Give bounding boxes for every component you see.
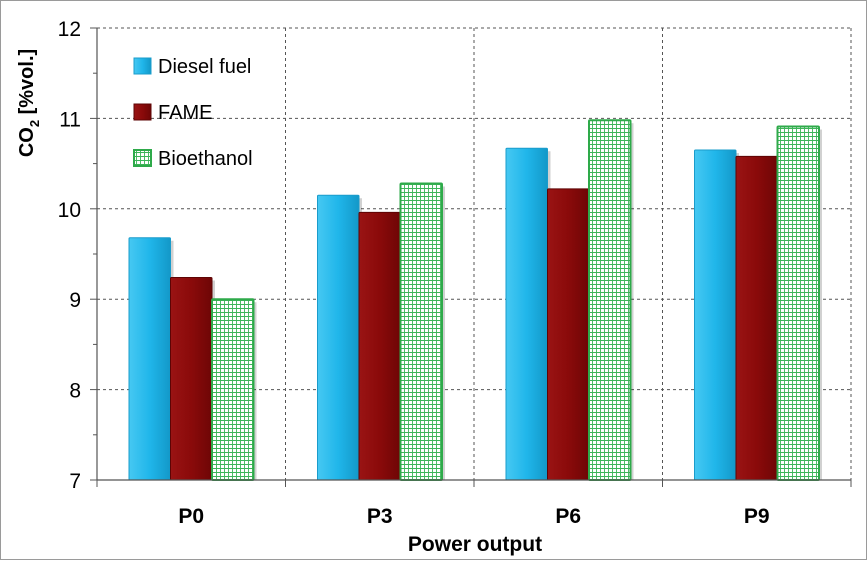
bar-diesel-fuel-p3 [317,194,360,481]
y-axis-title: CO2 [%vol.] [16,49,42,157]
legend-label: Bioethanol [158,148,253,170]
y-tick-label: 8 [69,380,81,403]
bar-bioethanol-p3 [399,182,443,481]
bar-fame-p3 [358,211,401,481]
x-tick-label: P3 [367,505,393,528]
y-axis-title-subscript: 2 [27,120,42,127]
y-tick-label: 7 [69,470,81,493]
legend: Diesel fuel FAME Bioethanol [133,56,253,170]
bar-bioethanol-p9 [776,125,820,481]
bar-fame-p6 [547,188,590,481]
y-tick-label: 10 [58,199,81,222]
legend-label: FAME [158,102,212,124]
y-tick-label: 11 [59,108,81,131]
x-axis-title: Power output [408,533,542,556]
bar-fame-p9 [735,155,778,481]
bar-bioethanol-p0 [211,298,255,482]
bar-bioethanol-p6 [588,119,632,481]
legend-label: Diesel fuel [158,56,251,78]
y-axis-title-main: CO [16,127,38,157]
x-tick-label: P9 [744,505,770,528]
x-tick-label: P6 [555,505,581,528]
axes [90,27,852,487]
y-axis-title-rest: [%vol.] [16,49,38,120]
bar-fame-p0 [170,277,213,481]
legend-swatch [133,57,152,75]
legend-swatch [133,149,152,167]
bar-diesel-fuel-p0 [128,237,171,481]
y-tick-label: 9 [69,289,81,312]
x-tick-label: P0 [178,505,204,528]
tick-labels: 7 8 9 10 11 12 P0 P3 P6 P9 [58,18,770,528]
legend-swatch [133,103,152,121]
bars [128,119,822,482]
y-tick-label: 12 [58,18,81,41]
bar-diesel-fuel-p9 [694,149,737,481]
bar-diesel-fuel-p6 [505,147,548,481]
